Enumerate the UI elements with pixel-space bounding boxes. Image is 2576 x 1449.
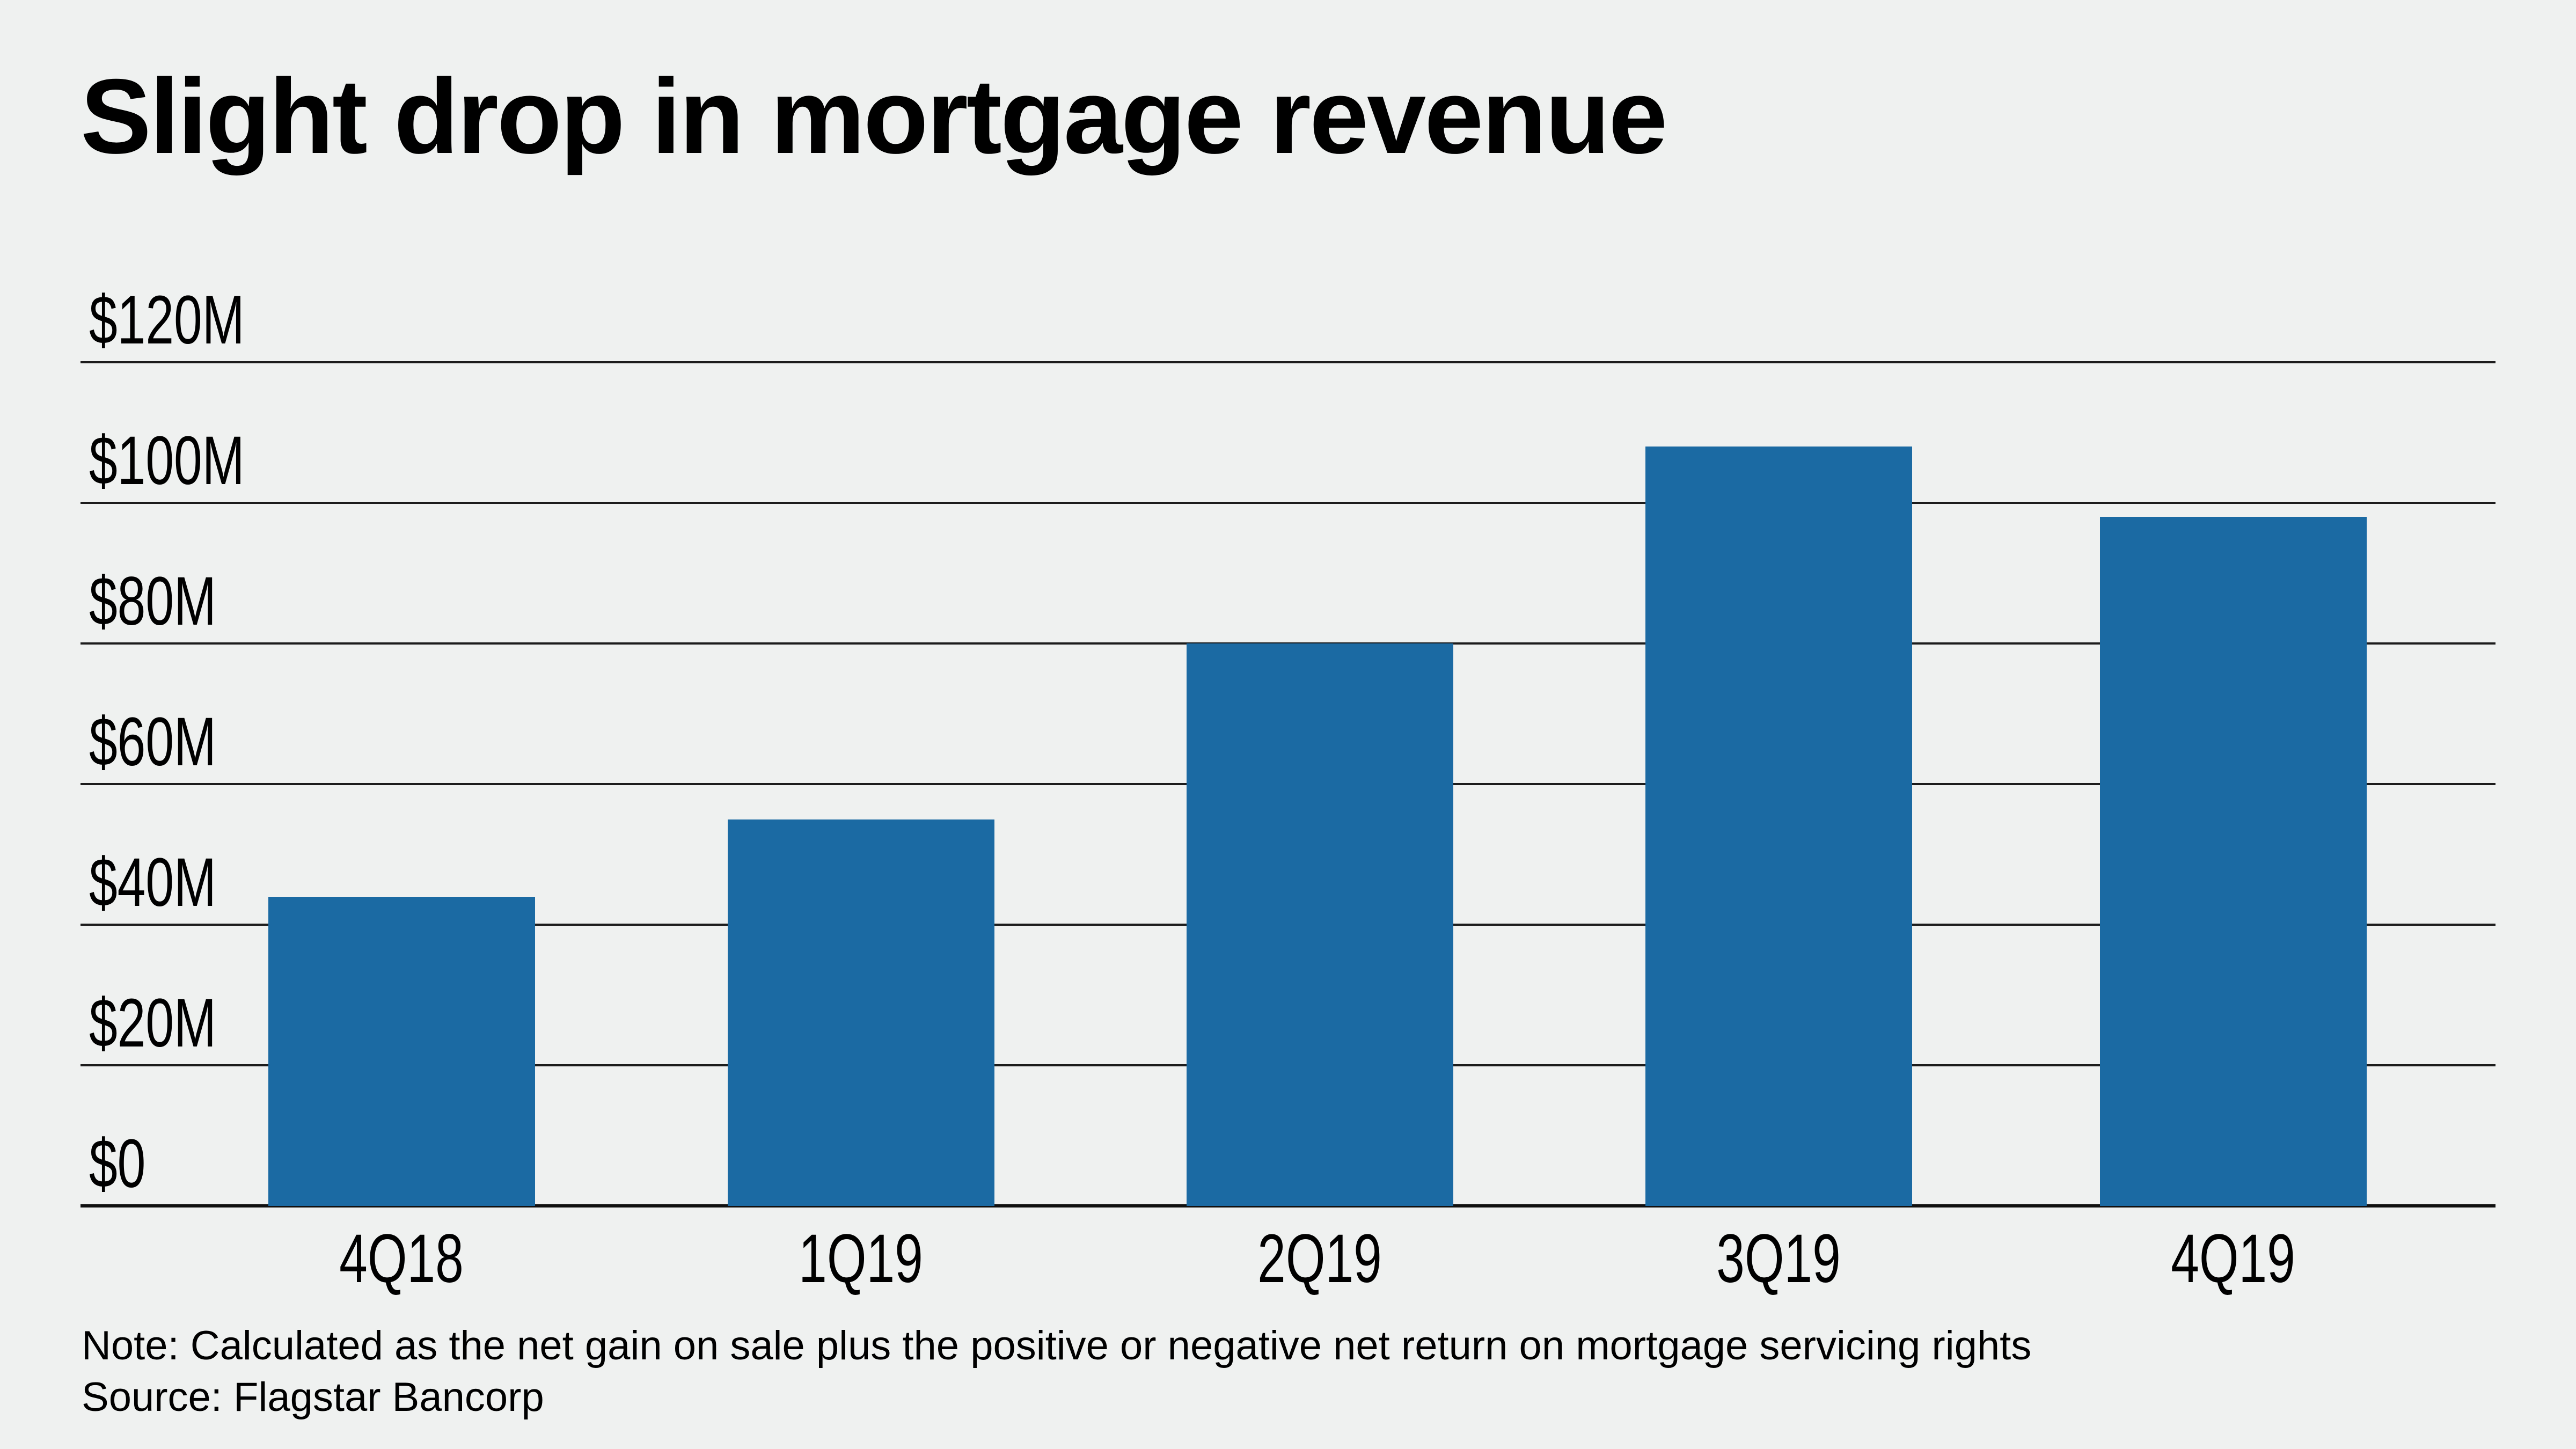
bar-4Q18 xyxy=(268,896,535,1206)
y-axis-tick-label: $120M xyxy=(89,282,245,358)
x-axis-tick-label: 1Q19 xyxy=(799,1220,923,1297)
y-axis-tick-label: $0 xyxy=(89,1125,146,1202)
gridline xyxy=(80,502,2496,504)
y-axis-tick-label: $40M xyxy=(89,844,216,921)
y-axis-tick-label: $80M xyxy=(89,563,216,640)
x-axis-tick-label: 4Q18 xyxy=(339,1220,464,1297)
bar-3Q19 xyxy=(1645,447,1912,1206)
x-axis-tick-label: 3Q19 xyxy=(1716,1220,1841,1297)
bar-1Q19 xyxy=(727,819,994,1206)
gridline xyxy=(80,361,2496,363)
x-axis-tick-label: 2Q19 xyxy=(1257,1220,1382,1297)
y-axis-tick-label: $60M xyxy=(89,704,216,780)
x-axis-line xyxy=(80,1204,2496,1208)
chart-title: Slight drop in mortgage revenue xyxy=(80,57,1667,175)
x-axis-tick-label: 4Q19 xyxy=(2171,1220,2295,1297)
y-axis-tick-label: $20M xyxy=(89,985,216,1062)
chart-source: Source: Flagstar Bancorp xyxy=(82,1374,544,1420)
y-axis-tick-label: $100M xyxy=(89,422,245,499)
bar-4Q19 xyxy=(2099,517,2367,1206)
bar-2Q19 xyxy=(1186,643,1453,1206)
chart-note: Note: Calculated as the net gain on sale… xyxy=(82,1323,2032,1368)
